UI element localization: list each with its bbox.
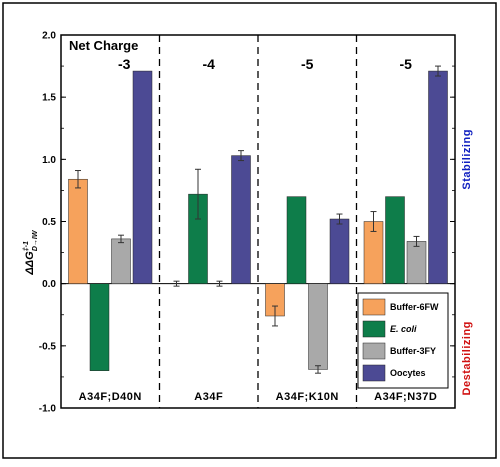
bar [385, 196, 405, 284]
legend-swatch [362, 320, 386, 338]
legend-swatch [362, 342, 386, 360]
plot-area: -1.0 -0.5 0.0 0.5 1.0 1.5 2.0 A34F;D40N -3 A34F -4… [23, 31, 473, 415]
y-tick-label: 0.0 [42, 279, 56, 290]
bar [89, 283, 110, 371]
y-tick-label: -1.0 [39, 404, 57, 415]
legend-label: Buffer-3FY [390, 346, 436, 356]
legend-label: Oocytes [390, 368, 426, 378]
net-charge-value: -3 [118, 56, 131, 72]
destabilizing-label: Destabilizing [461, 321, 473, 395]
bar [231, 155, 251, 284]
bar [406, 241, 427, 284]
net-charge-value: -5 [301, 56, 314, 72]
y-tick-label: 0.5 [42, 217, 56, 228]
net-charge-value: -4 [203, 56, 216, 72]
legend-swatch [362, 364, 386, 382]
bar [286, 196, 307, 284]
legend-label: Buffer-6FW [390, 302, 439, 312]
y-tick-label: 1.5 [42, 93, 56, 104]
group-label: A34F [194, 391, 223, 403]
bar [111, 238, 131, 284]
net-charge-title: Net Charge [69, 38, 138, 53]
group-label: A34F;N37D [374, 391, 437, 403]
y-axis-label: ΔΔG‡-1 D→IW [23, 229, 39, 275]
net-charge-value: -5 [400, 56, 413, 72]
bar [428, 70, 448, 284]
bar [308, 283, 328, 370]
bar [329, 218, 350, 284]
y-tick-label: 1.0 [42, 155, 56, 166]
stabilizing-label: Stabilizing [461, 129, 473, 190]
group-label: A34F;K10N [276, 391, 339, 403]
legend-label: E. coli [390, 324, 417, 334]
legend-swatch [362, 298, 386, 316]
y-tick-label: -0.5 [39, 341, 57, 352]
bar [68, 178, 88, 284]
bar [132, 70, 153, 284]
y-tick-label: 2.0 [42, 31, 56, 42]
group-label: A34F;D40N [79, 391, 142, 403]
